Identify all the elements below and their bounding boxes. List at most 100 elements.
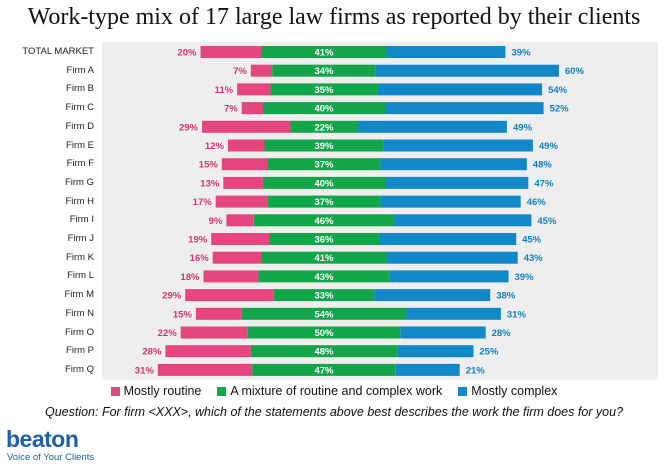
data-label-routine: 7% <box>224 104 238 115</box>
data-label-routine: 29% <box>162 291 182 302</box>
bar-mixture <box>269 233 379 245</box>
bar-routine <box>211 233 270 245</box>
data-label-mixture: 22% <box>314 122 334 133</box>
data-label-complex: 49% <box>513 122 533 133</box>
bar-mixture <box>267 195 381 208</box>
brand-tagline: Voice of Your Clients <box>7 452 95 463</box>
legend-item-complex: Mostly complex <box>458 384 557 398</box>
data-label-routine: 22% <box>158 328 178 339</box>
category-label: Firm A <box>66 64 94 76</box>
bar-mixture <box>250 345 398 358</box>
data-label-complex: 31% <box>507 309 527 320</box>
data-label-complex: 48% <box>533 160 553 171</box>
bar-complex <box>389 270 509 283</box>
data-label-routine: 11% <box>215 85 234 96</box>
bar-routine <box>227 139 265 152</box>
bar-mixture <box>267 158 381 171</box>
bar-complex <box>380 158 527 171</box>
plot-area: 20% 41% 39% 7% 34% 60% 11% 35% 54% 7% 40% 52% 29% 22%… <box>102 42 658 380</box>
data-label-routine: 15% <box>173 309 193 320</box>
bar-routine <box>215 195 268 208</box>
category-label: Firm I <box>69 214 94 226</box>
bar-mixture <box>261 46 387 58</box>
legend-swatch-complex <box>458 386 468 396</box>
bar-mixture <box>241 307 407 320</box>
category-label: TOTAL MARKET <box>22 46 94 57</box>
bar-complex <box>383 139 533 152</box>
data-label-complex: 25% <box>479 347 499 358</box>
data-label-routine: 20% <box>177 48 197 59</box>
bar-complex <box>357 120 507 133</box>
data-label-complex: 39% <box>515 272 535 283</box>
data-label-mixture: 46% <box>314 216 334 227</box>
bar-complex <box>397 345 474 358</box>
bar-mixture <box>263 176 385 189</box>
bar-routine <box>237 83 271 96</box>
survey-question: Question: For firm <XXX>, which of the s… <box>44 405 624 419</box>
data-label-mixture: 40% <box>314 178 334 189</box>
bar-complex <box>375 64 559 77</box>
bar-routine <box>195 307 242 320</box>
data-label-mixture: 54% <box>314 309 334 320</box>
bar-mixture <box>264 139 384 152</box>
data-label-routine: 12% <box>205 141 225 152</box>
data-label-routine: 29% <box>179 122 199 133</box>
data-label-mixture: 41% <box>314 48 334 59</box>
category-label: Firm Q <box>64 363 94 375</box>
data-label-routine: 28% <box>142 347 162 358</box>
data-label-complex: 45% <box>537 216 557 227</box>
data-label-mixture: 37% <box>314 160 334 171</box>
legend-label-routine: Mostly routine <box>123 384 202 398</box>
data-label-routine: 7% <box>233 66 247 77</box>
data-label-mixture: 40% <box>314 104 334 115</box>
bar-routine <box>165 345 251 358</box>
bar-mixture <box>263 102 385 115</box>
bar-complex <box>378 233 517 245</box>
data-label-routine: 19% <box>188 235 208 246</box>
bar-complex <box>385 176 529 189</box>
category-label: Firm L <box>67 270 94 282</box>
data-label-routine: 13% <box>200 178 220 189</box>
bar-mixture <box>252 363 396 376</box>
data-label-mixture: 33% <box>314 291 334 302</box>
category-label: Firm G <box>64 176 94 188</box>
category-label: Firm K <box>66 251 94 263</box>
bar-mixture <box>261 251 387 264</box>
legend: Mostly routine A mixture of routine and … <box>0 384 668 398</box>
bar-complex <box>394 214 532 227</box>
data-label-complex: 54% <box>548 85 568 96</box>
bar-mixture <box>258 270 390 283</box>
bar-complex <box>395 363 460 376</box>
category-label: Firm B <box>66 83 94 95</box>
bar-mixture <box>253 214 395 227</box>
data-label-mixture: 36% <box>314 235 334 246</box>
category-label: Firm J <box>67 233 94 244</box>
data-label-routine: 9% <box>209 216 223 227</box>
category-label: Firm O <box>64 326 94 338</box>
category-label: Firm M <box>64 289 94 301</box>
data-label-mixture: 37% <box>314 197 334 208</box>
data-label-complex: 28% <box>492 328 512 339</box>
data-label-complex: 49% <box>539 141 559 152</box>
data-label-routine: 18% <box>180 272 200 283</box>
bar-routine <box>212 251 262 264</box>
bar-complex <box>386 251 518 264</box>
bar-mixture <box>273 289 375 302</box>
legend-swatch-mixture <box>217 386 227 396</box>
data-label-complex: 47% <box>534 178 554 189</box>
data-label-complex: 45% <box>522 235 542 246</box>
legend-item-routine: Mostly routine <box>110 384 202 398</box>
data-label-complex: 38% <box>496 291 516 302</box>
data-label-mixture: 39% <box>314 141 334 152</box>
data-label-mixture: 35% <box>314 85 334 96</box>
bar-complex <box>406 307 501 320</box>
bar-complex <box>380 195 521 208</box>
category-label: Firm H <box>65 195 95 207</box>
bar-routine <box>203 270 259 283</box>
legend-item-mixture: A mixture of routine and complex work <box>217 384 442 398</box>
data-label-mixture: 41% <box>314 253 334 264</box>
category-label: Firm F <box>66 158 94 170</box>
bar-mixture <box>290 120 358 133</box>
bar-complex <box>374 289 491 302</box>
data-label-routine: 16% <box>190 253 210 264</box>
